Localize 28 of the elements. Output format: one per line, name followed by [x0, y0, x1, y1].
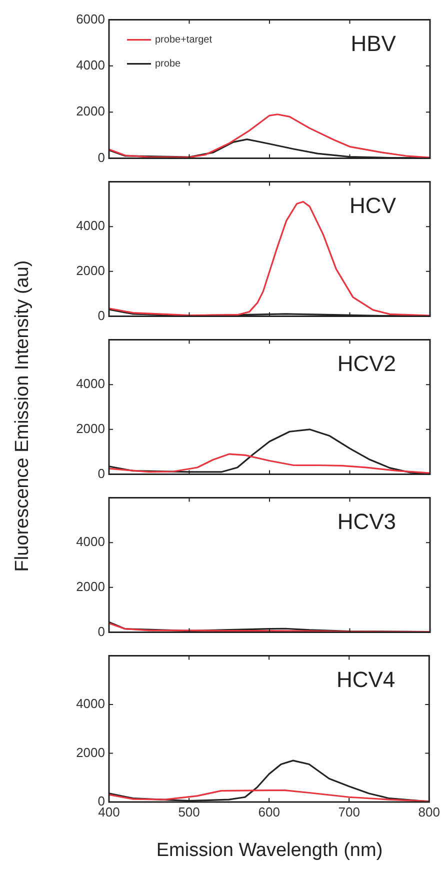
text: HCV: [350, 192, 396, 218]
y-tick-label: 6000: [76, 11, 105, 26]
legend-label: probe+target: [155, 34, 212, 46]
x-tick-label: 700: [338, 804, 360, 820]
text: HCV3: [337, 508, 396, 534]
x-axis-title: Emission Wavelength (nm): [155, 840, 384, 862]
text: HCV4: [336, 666, 396, 692]
y-tick-label: 0: [98, 150, 105, 165]
y-axis-title: Fluorescence Emission Intensity (au): [12, 260, 34, 572]
x-tick-label: 500: [178, 804, 200, 820]
x-tick-label: 600: [258, 804, 280, 820]
y-tick-label: 2000: [76, 104, 105, 119]
y-tick-label: 4000: [76, 534, 105, 550]
y-tick-label: 4000: [76, 218, 105, 234]
y-tick-label: 2000: [76, 262, 105, 278]
y-tick-label: 2000: [76, 420, 105, 436]
legend-label: probe: [155, 58, 182, 70]
y-tick-label: 4000: [76, 58, 105, 73]
y-tick-label: 2000: [76, 744, 105, 760]
x-tick-label: 800: [418, 804, 440, 820]
y-tick-label: 0: [98, 308, 105, 323]
text: HBV: [350, 30, 396, 56]
y-tick-label: 0: [98, 466, 105, 481]
y-tick-label: 0: [98, 624, 105, 639]
y-tick-label: 4000: [76, 696, 105, 712]
y-tick-label: 2000: [76, 578, 105, 594]
text: HCV2: [337, 350, 396, 376]
y-tick-label: 4000: [76, 376, 105, 392]
